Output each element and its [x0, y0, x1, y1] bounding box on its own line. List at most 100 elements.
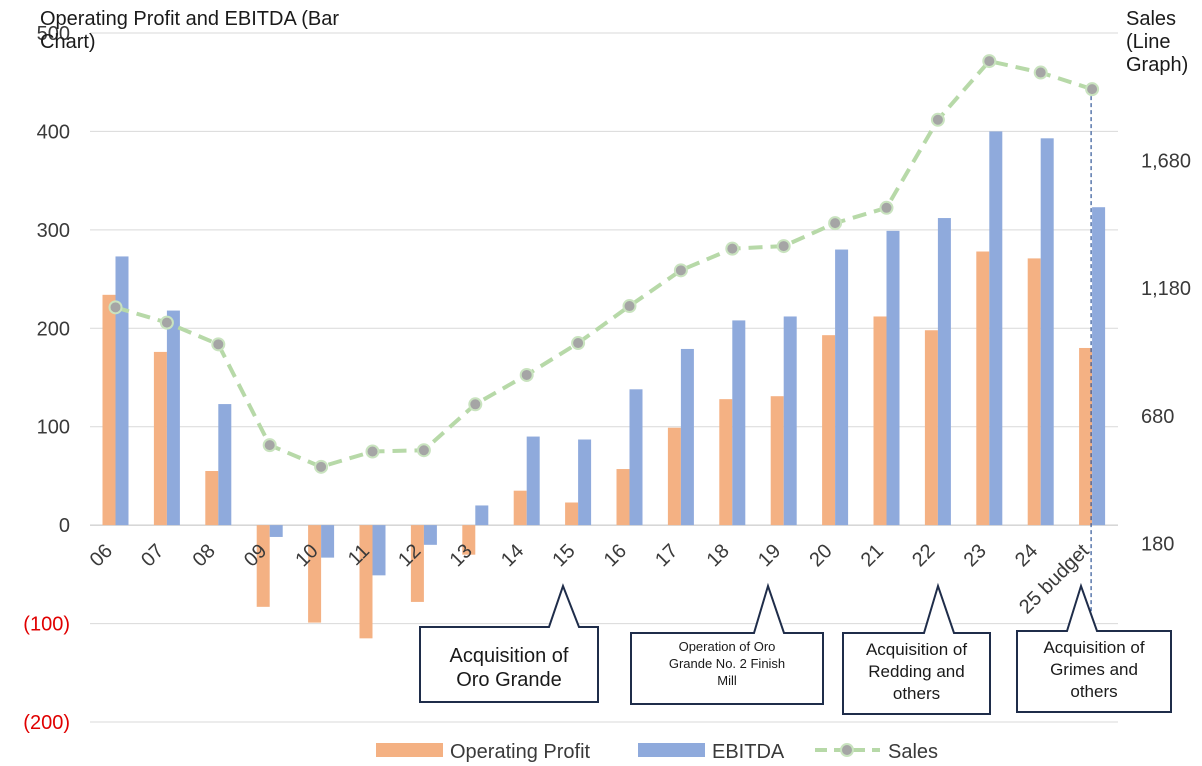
sales-marker	[468, 397, 483, 412]
annotation-text: others	[1070, 682, 1117, 701]
bar-ebitda	[423, 525, 437, 545]
bar-operating-profit	[513, 490, 527, 526]
bar-operating-profit	[462, 525, 476, 555]
sales-marker	[879, 200, 894, 215]
bar-ebitda	[989, 131, 1003, 526]
annotation-text: Acquisition of	[866, 640, 967, 659]
x-tick-label: 20	[805, 540, 836, 571]
annotation-callout-box	[842, 582, 991, 715]
x-tick-label: 18	[703, 540, 734, 571]
bar-ebitda	[475, 505, 489, 526]
x-tick-label: 22	[908, 540, 939, 571]
bar-operating-profit	[153, 351, 167, 526]
sales-marker	[1085, 82, 1100, 97]
annotation-text: Mill	[717, 673, 737, 688]
bar-ebitda	[886, 230, 900, 526]
bar-ebitda	[1092, 207, 1106, 526]
x-tick-label: 16	[600, 540, 631, 571]
annotation-text: Oro Grande	[456, 669, 562, 691]
bar-ebitda	[218, 404, 232, 526]
x-tick-label: 15	[548, 540, 579, 571]
x-tick-label: 17	[651, 540, 682, 571]
sales-marker	[725, 241, 740, 256]
left-tick-label: 500	[37, 23, 70, 45]
annotation-callout-box	[1016, 582, 1172, 713]
legend-swatch-ebitda	[638, 743, 705, 757]
x-tick-label: 06	[86, 540, 117, 571]
sales-marker	[571, 336, 586, 351]
left-tick-label-negative: (200)	[23, 712, 70, 734]
legend-marker-sales	[840, 743, 854, 757]
bar-ebitda	[372, 525, 386, 576]
bar-operating-profit	[308, 525, 322, 623]
annotation-text: others	[893, 684, 940, 703]
x-tick-label: 08	[189, 540, 220, 571]
left-tick-label: 0	[59, 515, 70, 537]
legend-label-ebitda: EBITDA	[712, 741, 785, 763]
bar-ebitda	[937, 218, 951, 526]
bar-operating-profit	[667, 427, 681, 526]
right-axis-title: Sales (Line Graph)	[1126, 8, 1189, 76]
left-axis-title: Operating Profit and EBITDA (Bar Chart)	[40, 8, 340, 53]
x-tick-label: 21	[857, 540, 888, 571]
bar-operating-profit	[719, 399, 733, 526]
bar-ebitda	[783, 316, 797, 526]
annotation-text: Grande No. 2 Finish	[669, 656, 785, 671]
bar-operating-profit	[410, 525, 424, 602]
bar-ebitda	[526, 436, 540, 526]
x-tick-label: 24	[1011, 540, 1042, 571]
bar-ebitda	[835, 249, 849, 526]
sales-marker	[519, 367, 534, 382]
bar-operating-profit	[770, 396, 784, 526]
x-tick-label: 14	[497, 540, 528, 571]
bar-operating-profit	[976, 251, 990, 526]
left-tick-label: 300	[37, 220, 70, 242]
bar-operating-profit	[873, 316, 887, 526]
bar-ebitda	[321, 525, 335, 558]
bar-ebitda	[115, 256, 129, 526]
bar-operating-profit	[565, 502, 579, 526]
right-tick-label: 180	[1141, 533, 1174, 555]
x-tick-label: 19	[754, 540, 785, 571]
annotation-text: Redding and	[868, 662, 964, 681]
sales-marker	[930, 112, 945, 127]
bar-ebitda	[269, 525, 283, 537]
bar-operating-profit	[616, 469, 630, 526]
sales-marker	[211, 337, 226, 352]
left-tick-label: 100	[37, 417, 70, 439]
annotation-callout-box	[630, 582, 824, 705]
sales-marker	[673, 263, 688, 278]
right-tick-label: 1,180	[1141, 278, 1191, 300]
annotation-text: Operation of Oro	[679, 639, 776, 654]
bar-operating-profit	[256, 525, 270, 607]
left-tick-label: 400	[37, 121, 70, 143]
sales-marker	[159, 315, 174, 330]
bar-operating-profit	[822, 335, 836, 526]
annotation-text: Acquisition of	[1043, 638, 1144, 657]
left-tick-label: 200	[37, 318, 70, 340]
annotation-text: Grimes and	[1050, 660, 1138, 679]
annotation-callout-box	[419, 583, 599, 703]
annotation-text: Acquisition of	[450, 645, 569, 667]
right-tick-label: 680	[1141, 406, 1174, 428]
x-tick-label: 07	[137, 540, 168, 571]
bar-operating-profit	[924, 330, 938, 526]
bar-operating-profit	[1027, 258, 1041, 526]
legend-label-operating-profit: Operating Profit	[450, 741, 591, 763]
sales-marker	[365, 444, 380, 459]
bar-operating-profit	[102, 294, 116, 526]
sales-marker	[314, 459, 329, 474]
bar-ebitda	[629, 389, 643, 526]
sales-marker	[776, 239, 791, 254]
sales-marker	[416, 443, 431, 458]
x-tick-label: 23	[960, 540, 991, 571]
sales-marker	[622, 299, 637, 314]
sales-marker	[982, 54, 997, 69]
bar-ebitda	[578, 439, 592, 526]
bar-ebitda	[680, 348, 694, 526]
sales-marker	[262, 438, 277, 453]
sales-marker	[108, 300, 123, 315]
bar-operating-profit	[1079, 347, 1093, 526]
bar-ebitda	[1040, 138, 1054, 526]
